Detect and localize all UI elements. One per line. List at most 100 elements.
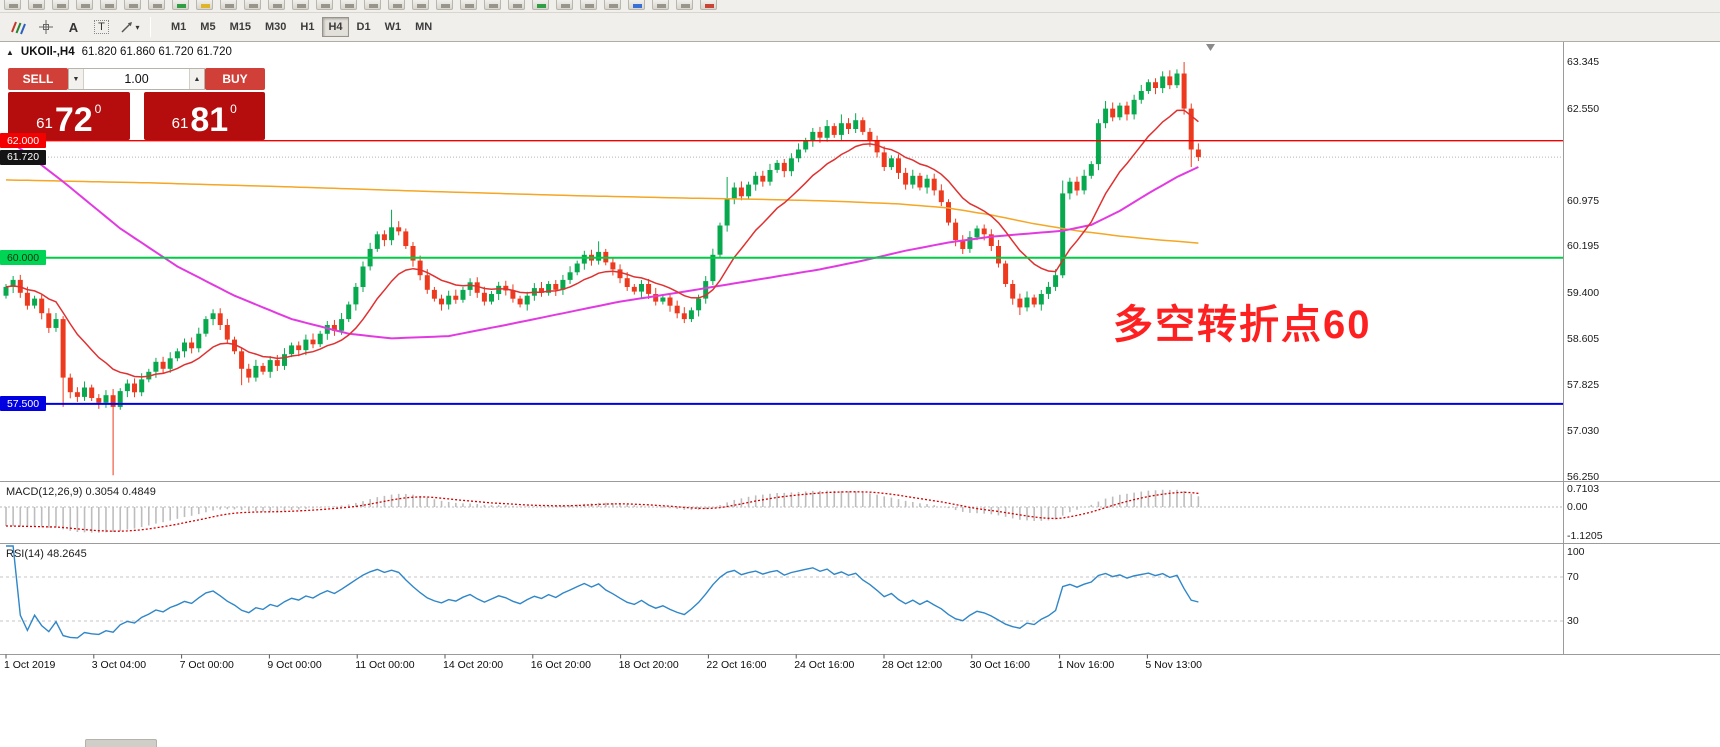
new-order-icon[interactable] bbox=[172, 0, 189, 10]
timeframe-m15-button[interactable]: M15 bbox=[229, 21, 251, 33]
bar-chart-icon[interactable] bbox=[316, 0, 333, 10]
indicators-icon[interactable] bbox=[532, 0, 549, 10]
candlestick-chart-icon[interactable] bbox=[340, 0, 357, 10]
buy-button[interactable]: BUY bbox=[205, 68, 265, 90]
full-screen-icon[interactable] bbox=[244, 0, 261, 10]
timeframes-group: M1 M5 M15 M30 H1 H4 D1 W1 MN bbox=[165, 17, 440, 37]
market-watch-icon[interactable] bbox=[52, 0, 69, 10]
data-window-icon[interactable] bbox=[76, 0, 93, 10]
crosshair-icon[interactable] bbox=[628, 0, 645, 10]
label-tool-icon: T bbox=[94, 20, 109, 34]
main-toolbar bbox=[0, 0, 1720, 13]
new-chart-icon[interactable] bbox=[4, 0, 21, 10]
chart-shift-icon[interactable] bbox=[508, 0, 525, 10]
tile-windows-icon[interactable] bbox=[436, 0, 453, 10]
shapes-tool-button[interactable]: ▾ bbox=[116, 16, 143, 38]
terminal-icon[interactable] bbox=[124, 0, 141, 10]
time-axis-label: 3 Oct 04:00 bbox=[91, 659, 147, 671]
volume-input[interactable] bbox=[84, 69, 189, 89]
profiles-icon[interactable] bbox=[28, 0, 45, 10]
sell-button[interactable]: SELL bbox=[8, 68, 68, 90]
resistance-level-badge: 62.000 bbox=[0, 133, 46, 149]
time-axis-label: 28 Oct 12:00 bbox=[882, 659, 943, 671]
time-axis-label: 1 Oct 2019 bbox=[4, 659, 56, 671]
label-tool-button[interactable]: T bbox=[88, 16, 115, 38]
help-icon[interactable] bbox=[292, 0, 309, 10]
crayons-tool-button[interactable] bbox=[4, 16, 31, 38]
navigator-icon[interactable] bbox=[100, 0, 117, 10]
print-preview-icon[interactable] bbox=[268, 0, 285, 10]
price-axis-label: 57.825 bbox=[1567, 378, 1600, 391]
panel-dividers bbox=[0, 42, 1720, 655]
timeframe-h1-button[interactable]: H1 bbox=[300, 21, 315, 33]
volume-decrease-button[interactable]: ▼ bbox=[69, 69, 84, 89]
zoom-in-icon[interactable] bbox=[388, 0, 405, 10]
buy-price-big: 81 bbox=[190, 101, 229, 140]
timeframe-mn-button[interactable]: MN bbox=[415, 21, 433, 33]
sell-price-sup: 0 bbox=[94, 102, 102, 116]
period-up-icon[interactable] bbox=[556, 0, 573, 10]
metaeditor-icon[interactable] bbox=[196, 0, 213, 10]
strategy-tester-icon[interactable] bbox=[148, 0, 165, 10]
current-bid-badge: 61.720 bbox=[0, 149, 46, 165]
rsi-axis-label: 30 bbox=[1567, 615, 1579, 627]
expert-advisors-icon[interactable] bbox=[700, 0, 717, 10]
autotrading-icon[interactable] bbox=[220, 0, 237, 10]
shapes-tool-icon: ▾ bbox=[119, 19, 140, 35]
pivot-level-badge: 60.000 bbox=[0, 250, 46, 266]
text-tool-icon: A bbox=[68, 19, 79, 35]
time-axis-label: 30 Oct 16:00 bbox=[969, 659, 1030, 671]
moving-average-lines bbox=[5, 109, 1199, 378]
macd-axis-label: 0.00 bbox=[1567, 501, 1588, 513]
price-axis-label: 58.605 bbox=[1567, 333, 1600, 346]
chart-shift-marker-icon[interactable] bbox=[1206, 44, 1215, 51]
sell-price-big: 72 bbox=[54, 101, 93, 140]
text-tool-button[interactable]: A bbox=[60, 16, 87, 38]
timeframe-m30-button[interactable]: M30 bbox=[264, 21, 287, 33]
symbol-collapse-icon[interactable]: ▲ bbox=[6, 47, 14, 57]
auto-scroll-icon[interactable] bbox=[484, 0, 501, 10]
period-down-icon[interactable] bbox=[580, 0, 597, 10]
timeframe-m1-button[interactable]: M1 bbox=[171, 21, 187, 33]
caret-up-icon: ▲ bbox=[193, 75, 201, 83]
price-axis-label: 60.975 bbox=[1567, 194, 1600, 207]
text-label-icon[interactable] bbox=[676, 0, 693, 10]
cascade-windows-icon[interactable] bbox=[460, 0, 477, 10]
toolbar-separator bbox=[150, 17, 151, 37]
buy-price-small: 61 bbox=[171, 115, 189, 132]
buy-price-box[interactable]: 61 81 0 bbox=[143, 92, 265, 140]
macd-axis-label: -1.1205 bbox=[1567, 530, 1603, 543]
caret-down-icon: ▼ bbox=[72, 75, 80, 83]
line-chart-icon[interactable] bbox=[364, 0, 381, 10]
candles-series bbox=[3, 62, 1201, 476]
time-axis-label: 14 Oct 20:00 bbox=[443, 659, 504, 671]
macd-axis-label: 0.7103 bbox=[1567, 482, 1600, 495]
time-axis-label: 9 Oct 00:00 bbox=[267, 659, 322, 671]
time-axis-label: 24 Oct 16:00 bbox=[794, 659, 855, 671]
tools-toolbar: A T ▾ M1 M5 M15 M30 H1 H4 D1 W1 MN bbox=[0, 13, 1720, 42]
draw-line-icon[interactable] bbox=[652, 0, 669, 10]
timeframe-h4-button[interactable]: H4 bbox=[322, 17, 349, 37]
time-axis-label: 1 Nov 16:00 bbox=[1057, 659, 1115, 671]
volume-control: ▼ ▲ bbox=[68, 68, 205, 90]
price-axis-label: 57.030 bbox=[1567, 425, 1600, 438]
timeframe-w1-button[interactable]: W1 bbox=[384, 21, 402, 33]
timeframe-d1-button[interactable]: D1 bbox=[356, 21, 371, 33]
horizontal-level-lines[interactable] bbox=[0, 140, 1564, 405]
templates-icon[interactable] bbox=[604, 0, 621, 10]
price-axis-label: 59.400 bbox=[1567, 286, 1600, 299]
volume-increase-button[interactable]: ▲ bbox=[189, 69, 204, 89]
crosshair-tool-button[interactable] bbox=[32, 16, 59, 38]
price-axis-label: 60.195 bbox=[1567, 240, 1600, 253]
crayons-tool-icon bbox=[9, 19, 27, 35]
rsi-axis-label: 100 bbox=[1567, 546, 1585, 558]
timeframe-m5-button[interactable]: M5 bbox=[200, 21, 216, 33]
chart-annotation: 多空转折点60 bbox=[1113, 303, 1372, 347]
sell-price-box[interactable]: 61 72 0 bbox=[8, 92, 130, 140]
time-axis-label: 22 Oct 16:00 bbox=[706, 659, 767, 671]
symbol-info: ▲ UKOIl-,H4 61.820 61.860 61.720 61.720 bbox=[6, 46, 232, 58]
time-axis-label: 18 Oct 20:00 bbox=[618, 659, 679, 671]
price-axis-label: 63.345 bbox=[1567, 56, 1600, 69]
zoom-out-icon[interactable] bbox=[412, 0, 429, 10]
